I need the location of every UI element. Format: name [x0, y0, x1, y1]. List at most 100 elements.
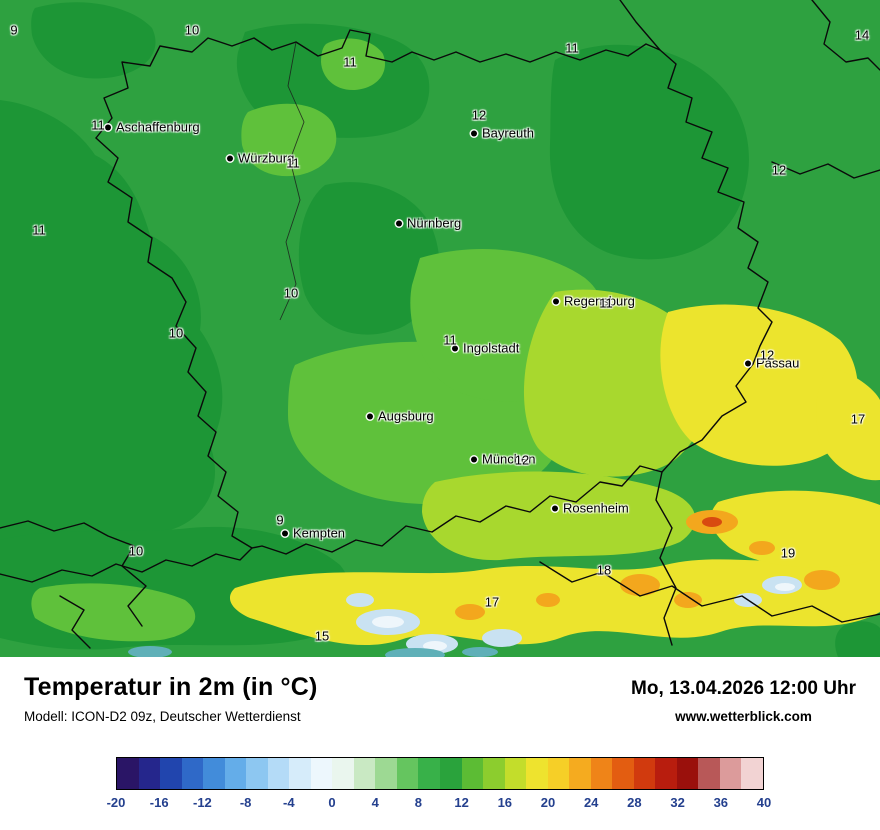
legend-color-cell — [353, 758, 376, 789]
temp-value-label: 11 — [343, 54, 357, 70]
temp-value-label: 9 — [10, 22, 18, 38]
city-label: Nürnberg — [407, 215, 462, 231]
weather-map: Aschaffenburg Würzburg Bayreuth Nürnberg Reg… — [0, 0, 880, 657]
map-svg — [0, 0, 880, 657]
city-marker: Kempten — [282, 526, 345, 541]
city-dot-icon — [105, 124, 111, 130]
temp-value-label: 12 — [471, 107, 487, 123]
legend-color-cell — [160, 758, 182, 789]
temp-value-label: 11 — [565, 40, 579, 56]
temp-value-label: 10 — [128, 543, 144, 559]
city-dot-icon — [452, 345, 458, 351]
city-dot-icon — [471, 130, 477, 136]
legend-color-cell — [633, 758, 656, 789]
info-left: Temperatur in 2m (in °C) Modell: ICON-D2… — [24, 673, 318, 724]
legend-tick-label: 28 — [627, 795, 642, 810]
temp-value-label: 11 — [443, 332, 457, 348]
website-url: www.wetterblick.com — [675, 709, 812, 724]
legend-color-cell — [138, 758, 161, 789]
temp-value-label: 10 — [168, 325, 184, 341]
legend-color-cell — [590, 758, 613, 789]
city-marker: München — [471, 452, 535, 467]
legend-tick-label: 24 — [583, 795, 599, 810]
legend-color-cell — [418, 758, 440, 789]
legend-tick-label: 4 — [371, 795, 379, 810]
legend-tick-label: 0 — [328, 795, 336, 810]
city-dot-icon — [471, 456, 477, 462]
city-dot-icon — [282, 530, 288, 536]
legend-colorbar — [116, 757, 764, 790]
legend-color-cell — [224, 758, 247, 789]
legend-color-cell — [547, 758, 570, 789]
city-dot-icon — [227, 155, 233, 161]
legend-color-cell — [526, 758, 548, 789]
legend-tick-label: 20 — [540, 795, 556, 810]
temp-value-label: 9 — [276, 512, 284, 528]
legend-tick-label: -20 — [106, 795, 126, 810]
city-marker: Aschaffenburg — [105, 120, 200, 135]
legend-color-cell — [741, 758, 763, 789]
legend-color-cell — [332, 758, 354, 789]
city-label: München — [482, 451, 536, 467]
legend-color-cell — [698, 758, 720, 789]
city-label: Aschaffenburg — [116, 119, 200, 135]
city-label: Regensburg — [564, 293, 635, 309]
temp-value-label: 12 — [514, 452, 530, 468]
legend-tick-label: 32 — [670, 795, 685, 810]
legend-color-cell — [310, 758, 333, 789]
legend-color-cell — [483, 758, 505, 789]
city-dot-icon — [367, 413, 373, 419]
temp-value-label: 11 — [91, 117, 105, 133]
temp-value-label: 15 — [314, 628, 330, 644]
legend-color-cell — [504, 758, 527, 789]
city-marker: Nürnberg — [396, 216, 461, 231]
legend-tick-label: 36 — [713, 795, 729, 810]
info-bar: Temperatur in 2m (in °C) Modell: ICON-D2… — [0, 657, 880, 735]
model-info: Modell: ICON-D2 09z, Deutscher Wetterdie… — [24, 709, 301, 724]
city-marker: Rosenheim — [552, 501, 629, 516]
temp-value-label: 17 — [850, 411, 866, 427]
legend-color-cell — [719, 758, 742, 789]
map-title: Temperatur in 2m (in °C) — [24, 673, 318, 701]
city-marker: Würzburg — [227, 151, 294, 166]
temp-value-label: 10 — [184, 22, 200, 38]
city-marker: Augsburg — [367, 409, 434, 424]
city-label: Augsburg — [378, 408, 434, 424]
legend-color-cell — [569, 758, 591, 789]
city-marker: Regensburg — [553, 294, 635, 309]
legend-color-cell — [676, 758, 699, 789]
city-label: Passau — [756, 355, 800, 371]
city-layer: Aschaffenburg Würzburg Bayreuth Nürnberg Reg… — [105, 120, 799, 541]
legend-color-cell — [439, 758, 462, 789]
legend-tick-label: 12 — [454, 795, 469, 810]
legend-tick-label: -8 — [239, 795, 252, 810]
legend-tick-label: -12 — [192, 795, 212, 810]
legend-color-cell — [461, 758, 484, 789]
city-dot-icon — [552, 505, 558, 511]
district-border-line — [279, 41, 305, 321]
city-marker: Passau — [745, 356, 799, 371]
temperature-legend: -20 -16 -12 -8 -4 0 4 8 12 16 20 24 28 32 36 40 — [107, 757, 772, 817]
city-label: Ingolstadt — [463, 340, 520, 356]
city-dot-icon — [745, 360, 751, 366]
legend-color-cell — [375, 758, 397, 789]
state-borders — [0, 0, 880, 649]
city-marker: Bayreuth — [471, 126, 534, 141]
legend-ticks: -20 -16 -12 -8 -4 0 4 8 12 16 20 24 28 32 36 40 — [107, 795, 772, 817]
temp-value-label: 10 — [283, 285, 299, 301]
city-label: Würzburg — [238, 150, 295, 166]
city-label: Kempten — [293, 525, 346, 541]
legend-color-cell — [181, 758, 204, 789]
legend-tick-label: 40 — [756, 795, 772, 810]
temp-value-label: 18 — [596, 562, 612, 578]
temp-value-label: 12 — [759, 347, 775, 363]
temp-value-label: 11 — [32, 222, 46, 238]
legend-color-cell — [655, 758, 677, 789]
temp-value-label: 12 — [771, 162, 787, 178]
city-dot-icon — [396, 220, 402, 226]
legend-color-cell — [203, 758, 225, 789]
legend-color-cell — [612, 758, 634, 789]
legend-color-cell — [396, 758, 419, 789]
legend-tick-label: -16 — [149, 795, 169, 810]
temp-layer: 9 10 11 11 14 12 11 11 12 11 10 10 11 11 12 17 12 9 10 18 19… — [10, 22, 869, 644]
